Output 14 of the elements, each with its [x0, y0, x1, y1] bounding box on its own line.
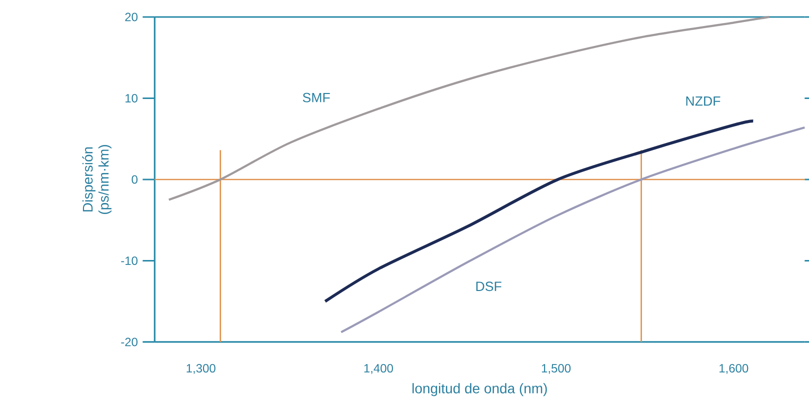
x-tick-label: 1,500 — [542, 364, 571, 374]
series-label: SMF — [302, 92, 330, 102]
x-axis-title: longitud de onda (nm) — [412, 383, 547, 396]
y-axis-title: Dispersión (ps/nm·km) — [82, 144, 112, 214]
y-tick-label: 20 — [125, 12, 138, 22]
x-tick-label: 1,600 — [720, 364, 748, 374]
y-tick-label: -20 — [121, 338, 138, 346]
y-tick-label: 10 — [126, 94, 138, 102]
series-label: NZDF — [686, 96, 720, 106]
series-label: DSF — [476, 282, 502, 292]
x-tick-label: 1,300 — [186, 364, 216, 374]
x-tick-label: 1,400 — [364, 364, 393, 374]
y-tick-label: 0 — [132, 175, 138, 184]
y-tick-label: -10 — [121, 256, 138, 265]
